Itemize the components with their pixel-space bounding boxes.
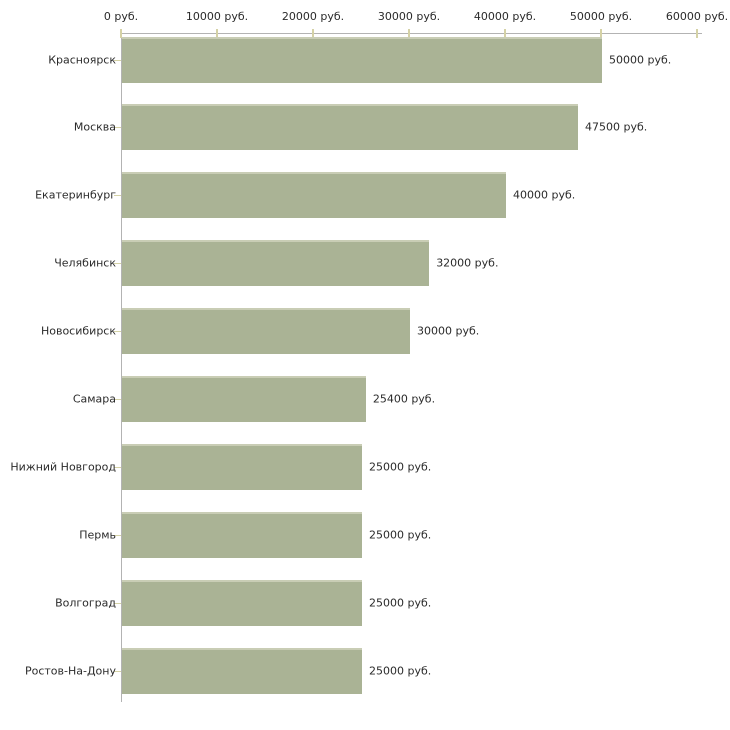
value-label: 25000 руб.	[369, 596, 432, 610]
x-axis-tick	[600, 29, 602, 38]
x-axis-tick	[696, 29, 698, 38]
x-axis-tick	[504, 29, 506, 38]
y-axis-tick	[114, 534, 121, 536]
x-axis-tick	[216, 29, 218, 38]
value-label: 25000 руб.	[369, 460, 432, 474]
y-axis-tick	[114, 670, 121, 672]
bar	[122, 511, 362, 558]
y-axis-line	[121, 33, 122, 702]
bar	[122, 172, 506, 219]
category-label: Пермь	[79, 528, 116, 542]
y-axis-tick	[114, 602, 121, 604]
x-axis-tick-label: 10000 руб.	[185, 10, 249, 23]
category-label: Челябинск	[54, 256, 116, 270]
category-label: Нижний Новгород	[10, 460, 116, 474]
bar	[122, 443, 362, 490]
x-axis-tick-label: 0 руб.	[103, 10, 139, 23]
y-axis-tick	[114, 195, 121, 197]
y-axis-tick	[114, 127, 121, 129]
bar	[122, 308, 410, 355]
x-axis-tick	[408, 29, 410, 38]
bar	[122, 376, 366, 422]
category-label: Новосибирск	[40, 324, 116, 338]
value-label: 32000 руб.	[436, 256, 499, 270]
x-axis-tick	[120, 29, 122, 38]
value-label: 25400 руб.	[372, 392, 436, 406]
value-label: 25000 руб.	[369, 664, 432, 678]
category-label: Москва	[73, 120, 116, 134]
x-axis-tick-label: 60000 руб.	[665, 10, 729, 23]
x-axis-tick	[312, 29, 314, 38]
category-label: Самара	[72, 392, 116, 406]
value-label: 30000 руб.	[417, 324, 480, 338]
x-axis-line	[121, 33, 702, 34]
category-label: Красноярск	[48, 53, 116, 66]
y-axis-tick	[114, 59, 121, 61]
value-label: 47500 руб.	[585, 120, 648, 134]
y-axis-tick	[114, 399, 121, 400]
category-label: Волгоград	[55, 596, 116, 610]
x-axis-tick-label: 20000 руб.	[281, 10, 345, 23]
y-axis-tick	[114, 263, 121, 265]
value-label: 50000 руб.	[609, 53, 672, 66]
x-axis-tick-label: 30000 руб.	[377, 10, 441, 23]
bar	[122, 240, 430, 287]
value-label: 40000 руб.	[513, 188, 576, 202]
x-axis-tick-label: 50000 руб.	[569, 10, 633, 23]
x-axis-tick-label: 40000 руб.	[473, 10, 537, 23]
bar	[122, 579, 362, 626]
category-label: Екатеринбург	[35, 188, 116, 202]
value-label: 25000 руб.	[369, 528, 432, 542]
y-axis-tick	[114, 466, 121, 468]
bar	[122, 104, 578, 151]
y-axis-tick	[114, 331, 121, 333]
category-label: Ростов-На-Дону	[24, 664, 116, 678]
bar	[122, 647, 362, 694]
bar	[122, 36, 602, 83]
